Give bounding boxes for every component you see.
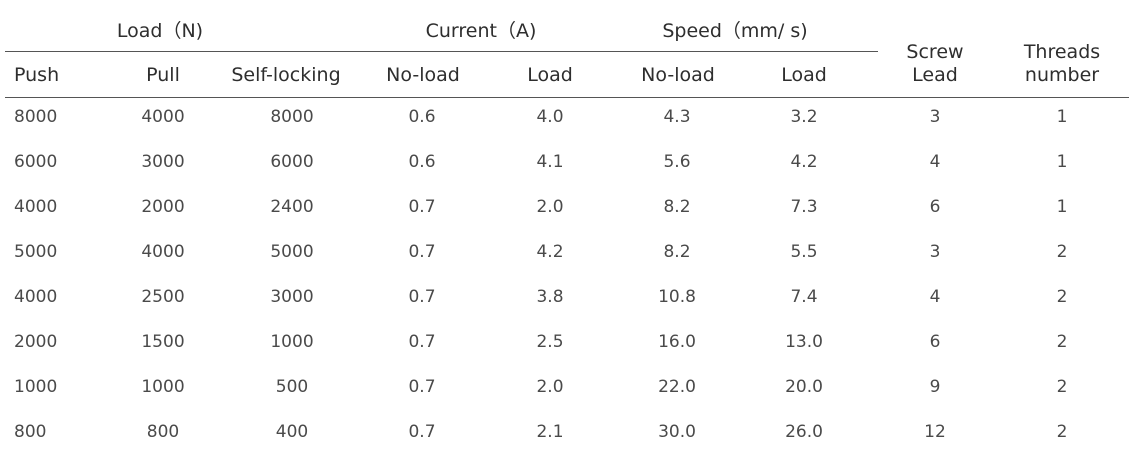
cell-current-load: 2.0 xyxy=(536,377,564,397)
cell-screw-lead: 4 xyxy=(929,287,941,307)
cell-current-load: 4.0 xyxy=(536,107,564,127)
header-load-group: Load（N) xyxy=(116,20,204,42)
cell-self-locking: 1000 xyxy=(270,332,314,352)
cell-threads-number: 2 xyxy=(1056,377,1068,397)
cell-current-noload: 0.6 xyxy=(408,107,436,127)
cell-pull: 4000 xyxy=(141,242,185,262)
cell-push: 2000 xyxy=(14,332,58,352)
cell-current-noload: 0.7 xyxy=(408,332,436,352)
cell-current-load: 4.2 xyxy=(536,242,564,262)
cell-push: 8000 xyxy=(14,107,58,127)
cell-push: 1000 xyxy=(14,377,58,397)
cell-screw-lead: 12 xyxy=(924,422,946,442)
cell-pull: 3000 xyxy=(141,152,185,172)
cell-current-noload: 0.7 xyxy=(408,287,436,307)
cell-self-locking: 8000 xyxy=(270,107,314,127)
cell-speed-load: 7.3 xyxy=(790,197,818,217)
cell-pull: 2000 xyxy=(141,197,185,217)
cell-current-load: 2.5 xyxy=(536,332,564,352)
cell-speed-noload: 22.0 xyxy=(658,377,696,397)
cell-pull: 1000 xyxy=(141,377,185,397)
cell-pull: 2500 xyxy=(141,287,185,307)
cell-current-load: 4.1 xyxy=(536,152,564,172)
header-threads-line1: Threads xyxy=(1023,41,1101,63)
cell-push: 800 xyxy=(14,422,47,442)
cell-threads-number: 1 xyxy=(1056,107,1068,127)
cell-threads-number: 1 xyxy=(1056,152,1068,172)
cell-speed-noload: 8.2 xyxy=(663,197,691,217)
cell-speed-load: 20.0 xyxy=(785,377,823,397)
cell-current-noload: 0.6 xyxy=(408,152,436,172)
cell-current-noload: 0.7 xyxy=(408,197,436,217)
cell-speed-noload: 16.0 xyxy=(658,332,696,352)
cell-threads-number: 2 xyxy=(1056,332,1068,352)
cell-self-locking: 2400 xyxy=(270,197,314,217)
cell-screw-lead: 6 xyxy=(929,197,941,217)
cell-speed-load: 26.0 xyxy=(785,422,823,442)
header-speed-load: Load xyxy=(781,64,827,86)
cell-speed-noload: 4.3 xyxy=(663,107,691,127)
cell-speed-load: 7.4 xyxy=(790,287,818,307)
cell-push: 4000 xyxy=(14,287,58,307)
cell-speed-load: 4.2 xyxy=(790,152,818,172)
header-self-locking: Self-locking xyxy=(231,64,341,86)
cell-current-noload: 0.7 xyxy=(408,377,436,397)
cell-screw-lead: 3 xyxy=(929,242,941,262)
cell-current-noload: 0.7 xyxy=(408,242,436,262)
cell-current-load: 2.1 xyxy=(536,422,564,442)
cell-pull: 4000 xyxy=(141,107,185,127)
cell-self-locking: 400 xyxy=(275,422,309,442)
cell-self-locking: 3000 xyxy=(270,287,314,307)
header-speed-noload: No-load xyxy=(641,64,715,86)
cell-screw-lead: 6 xyxy=(929,332,941,352)
cell-screw-lead: 9 xyxy=(929,377,941,397)
cell-push: 5000 xyxy=(14,242,58,262)
cell-speed-load: 5.5 xyxy=(790,242,818,262)
cell-threads-number: 2 xyxy=(1056,242,1068,262)
cell-push: 6000 xyxy=(14,152,58,172)
cell-screw-lead: 3 xyxy=(929,107,941,127)
header-threads-line2: number xyxy=(1024,64,1100,86)
header-current-group: Current（A) xyxy=(425,20,537,42)
header-current-load: Load xyxy=(527,64,573,86)
cell-pull: 800 xyxy=(146,422,180,442)
header-speed-group: Speed（mm/ s) xyxy=(662,20,808,42)
cell-push: 4000 xyxy=(14,197,58,217)
header-current-noload: No-load xyxy=(386,64,460,86)
header-pull: Pull xyxy=(146,64,180,86)
header-push: Push xyxy=(14,64,60,86)
cell-screw-lead: 4 xyxy=(929,152,941,172)
cell-threads-number: 2 xyxy=(1056,422,1068,442)
cell-speed-noload: 30.0 xyxy=(658,422,696,442)
cell-speed-noload: 10.8 xyxy=(658,287,696,307)
cell-speed-load: 13.0 xyxy=(785,332,823,352)
header-threads-number: Threads number xyxy=(1024,41,1100,87)
header-screw-lead: Screw Lead xyxy=(906,41,963,87)
cell-self-locking: 500 xyxy=(275,377,309,397)
header-screw-lead-line1: Screw xyxy=(906,41,964,63)
cell-speed-noload: 5.6 xyxy=(663,152,691,172)
header-screw-lead-line2: Lead xyxy=(912,64,958,86)
cell-self-locking: 5000 xyxy=(270,242,314,262)
cell-current-noload: 0.7 xyxy=(408,422,436,442)
cell-speed-noload: 8.2 xyxy=(663,242,691,262)
cell-pull: 1500 xyxy=(141,332,185,352)
header-group-rule xyxy=(5,51,878,52)
header-rule xyxy=(5,97,1129,98)
cell-speed-load: 3.2 xyxy=(790,107,818,127)
cell-threads-number: 1 xyxy=(1056,197,1068,217)
cell-current-load: 2.0 xyxy=(536,197,564,217)
cell-current-load: 3.8 xyxy=(536,287,564,307)
cell-self-locking: 6000 xyxy=(270,152,314,172)
cell-threads-number: 2 xyxy=(1056,287,1068,307)
